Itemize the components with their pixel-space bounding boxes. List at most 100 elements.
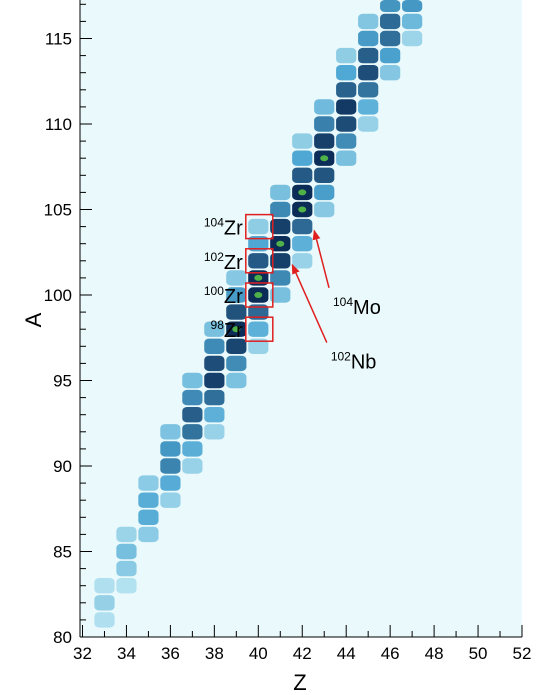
- heatmap-cell: [336, 47, 357, 64]
- heatmap-peak: [298, 189, 307, 196]
- x-tick-label: 32: [73, 644, 92, 663]
- heatmap-peak: [276, 240, 285, 247]
- x-tick-label: 36: [161, 644, 180, 663]
- isotope-label: 98Zr: [211, 318, 244, 342]
- y-tick-label: 95: [53, 372, 72, 391]
- heatmap-cell: [182, 407, 203, 423]
- heatmap-cell: [182, 372, 203, 389]
- heatmap-cell: [248, 338, 269, 354]
- heatmap-cell: [204, 355, 225, 372]
- isotope-label: 102Zr: [204, 250, 243, 274]
- heatmap-cell: [380, 30, 401, 47]
- heatmap-cell: [402, 0, 423, 12]
- heatmap-cell: [204, 389, 225, 406]
- heatmap-cell: [358, 47, 379, 64]
- y-tick-label: 80: [53, 628, 72, 647]
- heatmap-cell: [116, 543, 137, 560]
- heatmap-cell: [160, 424, 181, 440]
- heatmap-cell: [94, 578, 115, 594]
- heatmap-cell: [248, 236, 269, 252]
- heatmap-cell: [138, 509, 159, 525]
- heatmap-cell: [270, 201, 291, 218]
- heatmap-cell: [336, 82, 357, 98]
- isotope-arrow: [312, 229, 330, 289]
- heatmap-cell: [204, 407, 225, 423]
- isotope-arrow-label: 102Nb: [331, 350, 377, 374]
- heatmap-cell: [314, 167, 335, 183]
- heatmap-cell: [226, 338, 247, 354]
- heatmap-cell: [270, 218, 291, 235]
- y-tick-label: 105: [44, 201, 72, 220]
- heatmap-cell: [226, 355, 247, 372]
- heatmap-cell: [204, 372, 225, 389]
- y-tick-label: 100: [44, 286, 72, 305]
- heatmap-cell: [380, 47, 401, 64]
- heatmap-peak: [254, 292, 263, 298]
- x-tick-label: 34: [117, 644, 136, 663]
- heatmap-cell: [314, 133, 335, 149]
- x-tick-label: 44: [337, 644, 356, 663]
- heatmap-cell: [116, 526, 137, 543]
- heatmap-cell: [380, 13, 401, 30]
- heatmap-layer: [94, 0, 423, 628]
- heatmap-cell: [182, 424, 203, 440]
- heatmap-cell: [204, 424, 225, 440]
- heatmap-cell: [226, 304, 247, 320]
- heatmap-cell: [358, 13, 379, 30]
- heatmap-cell: [116, 560, 137, 577]
- heatmap-cell: [226, 372, 247, 389]
- heatmap-cell: [402, 13, 423, 30]
- heatmap-cell: [248, 321, 269, 337]
- heatmap-cell: [336, 99, 357, 115]
- axis-layer: 32 34 36 38 40 42 44 46 48 50 52 85 90 95 100 105 110 115…: [44, 0, 532, 663]
- x-tick-label: 48: [425, 644, 444, 663]
- heatmap-cell: [116, 578, 137, 594]
- zr-highlight-box: [245, 213, 274, 240]
- heatmap-cell: [358, 116, 379, 132]
- zr-highlight-box: [245, 316, 274, 342]
- heatmap-peak: [320, 155, 329, 162]
- heatmap-cell: [270, 184, 291, 201]
- heatmap-cell: [292, 167, 313, 183]
- x-tick-label: 38: [205, 644, 224, 663]
- heatmap-cell: [292, 218, 313, 235]
- y-tick-label: 110: [45, 115, 72, 134]
- y-axis-title: A: [21, 312, 46, 327]
- heatmap-cell: [160, 458, 181, 474]
- heatmap-cell: [138, 475, 159, 491]
- x-axis-title: Z: [293, 670, 306, 695]
- heatmap-cell: [204, 338, 225, 354]
- annotation-layer: 104Zr 102Zr 100Zr 98Zr 104Mo 102Nb: [204, 213, 381, 374]
- heatmap-cell: [358, 99, 379, 115]
- y-tick-label: 90: [53, 457, 72, 476]
- heatmap-cell: [292, 236, 313, 252]
- heatmap-cell: [270, 287, 291, 303]
- x-tick-label: 42: [293, 644, 312, 663]
- heatmap-cell: [358, 65, 379, 81]
- heatmap-peak: [298, 206, 307, 213]
- isotope-label: 104Zr: [204, 216, 243, 240]
- heatmap-cell: [292, 150, 313, 166]
- heatmap-cell: [248, 304, 269, 320]
- heatmap-cell: [138, 492, 159, 508]
- heatmap-cell: [314, 201, 335, 218]
- heatmap-cell: [94, 612, 115, 628]
- heatmap-cell: [160, 475, 181, 491]
- heatmap-peak: [254, 274, 263, 281]
- heatmap-cell: [138, 526, 159, 543]
- heatmap-cell: [380, 65, 401, 81]
- heatmap-peak: [232, 326, 241, 333]
- heatmap-cell: [336, 133, 357, 149]
- heatmap-cell: [314, 184, 335, 201]
- heatmap-cell: [270, 270, 291, 286]
- x-tick-label: 52: [513, 644, 532, 663]
- heatmap-cell: [314, 116, 335, 132]
- heatmap-cell: [248, 218, 269, 235]
- heatmap-cell: [270, 253, 291, 269]
- heatmap-cell: [314, 99, 335, 115]
- heatmap-cell: [160, 492, 181, 508]
- heatmap-cell: [160, 441, 181, 457]
- isotope-arrow: [291, 263, 328, 343]
- x-tick-label: 40: [249, 644, 268, 663]
